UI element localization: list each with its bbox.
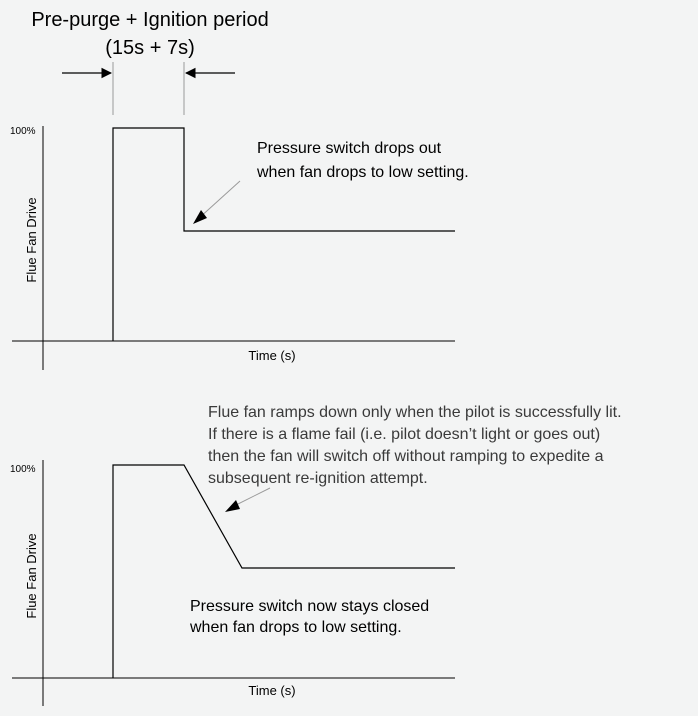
- bottom-annotation-leader: [231, 487, 271, 508]
- bottom-chart: 100% Flue Fan Drive Time (s) Flue fan ra…: [10, 404, 622, 706]
- bottom-annotation-line-4: subsequent re-ignition attempt.: [208, 470, 428, 487]
- bottom-y-tick-100: 100%: [10, 464, 36, 475]
- bottom-annotation-line-3: then the fan will switch off without ram…: [208, 448, 604, 465]
- top-fan-drive-trace: [112, 127, 455, 341]
- top-x-axis-label: Time (s): [248, 348, 295, 363]
- bottom-x-axis-label: Time (s): [248, 683, 295, 698]
- top-annotation-leader: [197, 180, 241, 220]
- bottom-note-line-1: Pressure switch now stays closed: [190, 598, 429, 615]
- bottom-annotation-line-1: Flue fan ramps down only when the pilot …: [208, 404, 622, 421]
- bottom-annotation-arrowhead: [225, 500, 240, 512]
- bottom-fan-drive-trace: [112, 464, 455, 678]
- bottom-annotation-line-2: If there is a flame fail (i.e. pilot doe…: [208, 426, 600, 443]
- top-annotation-arrowhead: [193, 210, 207, 224]
- bottom-note-line-2: when fan drops to low setting.: [189, 619, 402, 636]
- top-annotation-line-1: Pressure switch drops out: [257, 140, 442, 157]
- period-title: Pre-purge + Ignition period: [31, 9, 268, 31]
- top-chart: 100% Flue Fan Drive Time (s) Pressure sw…: [10, 126, 469, 370]
- top-y-tick-100: 100%: [10, 126, 36, 137]
- bottom-y-axis-label: Flue Fan Drive: [24, 533, 39, 618]
- top-annotation-line-2: when fan drops to low setting.: [256, 164, 469, 181]
- top-y-axis-label: Flue Fan Drive: [24, 197, 39, 282]
- period-duration: (15s + 7s): [105, 37, 194, 59]
